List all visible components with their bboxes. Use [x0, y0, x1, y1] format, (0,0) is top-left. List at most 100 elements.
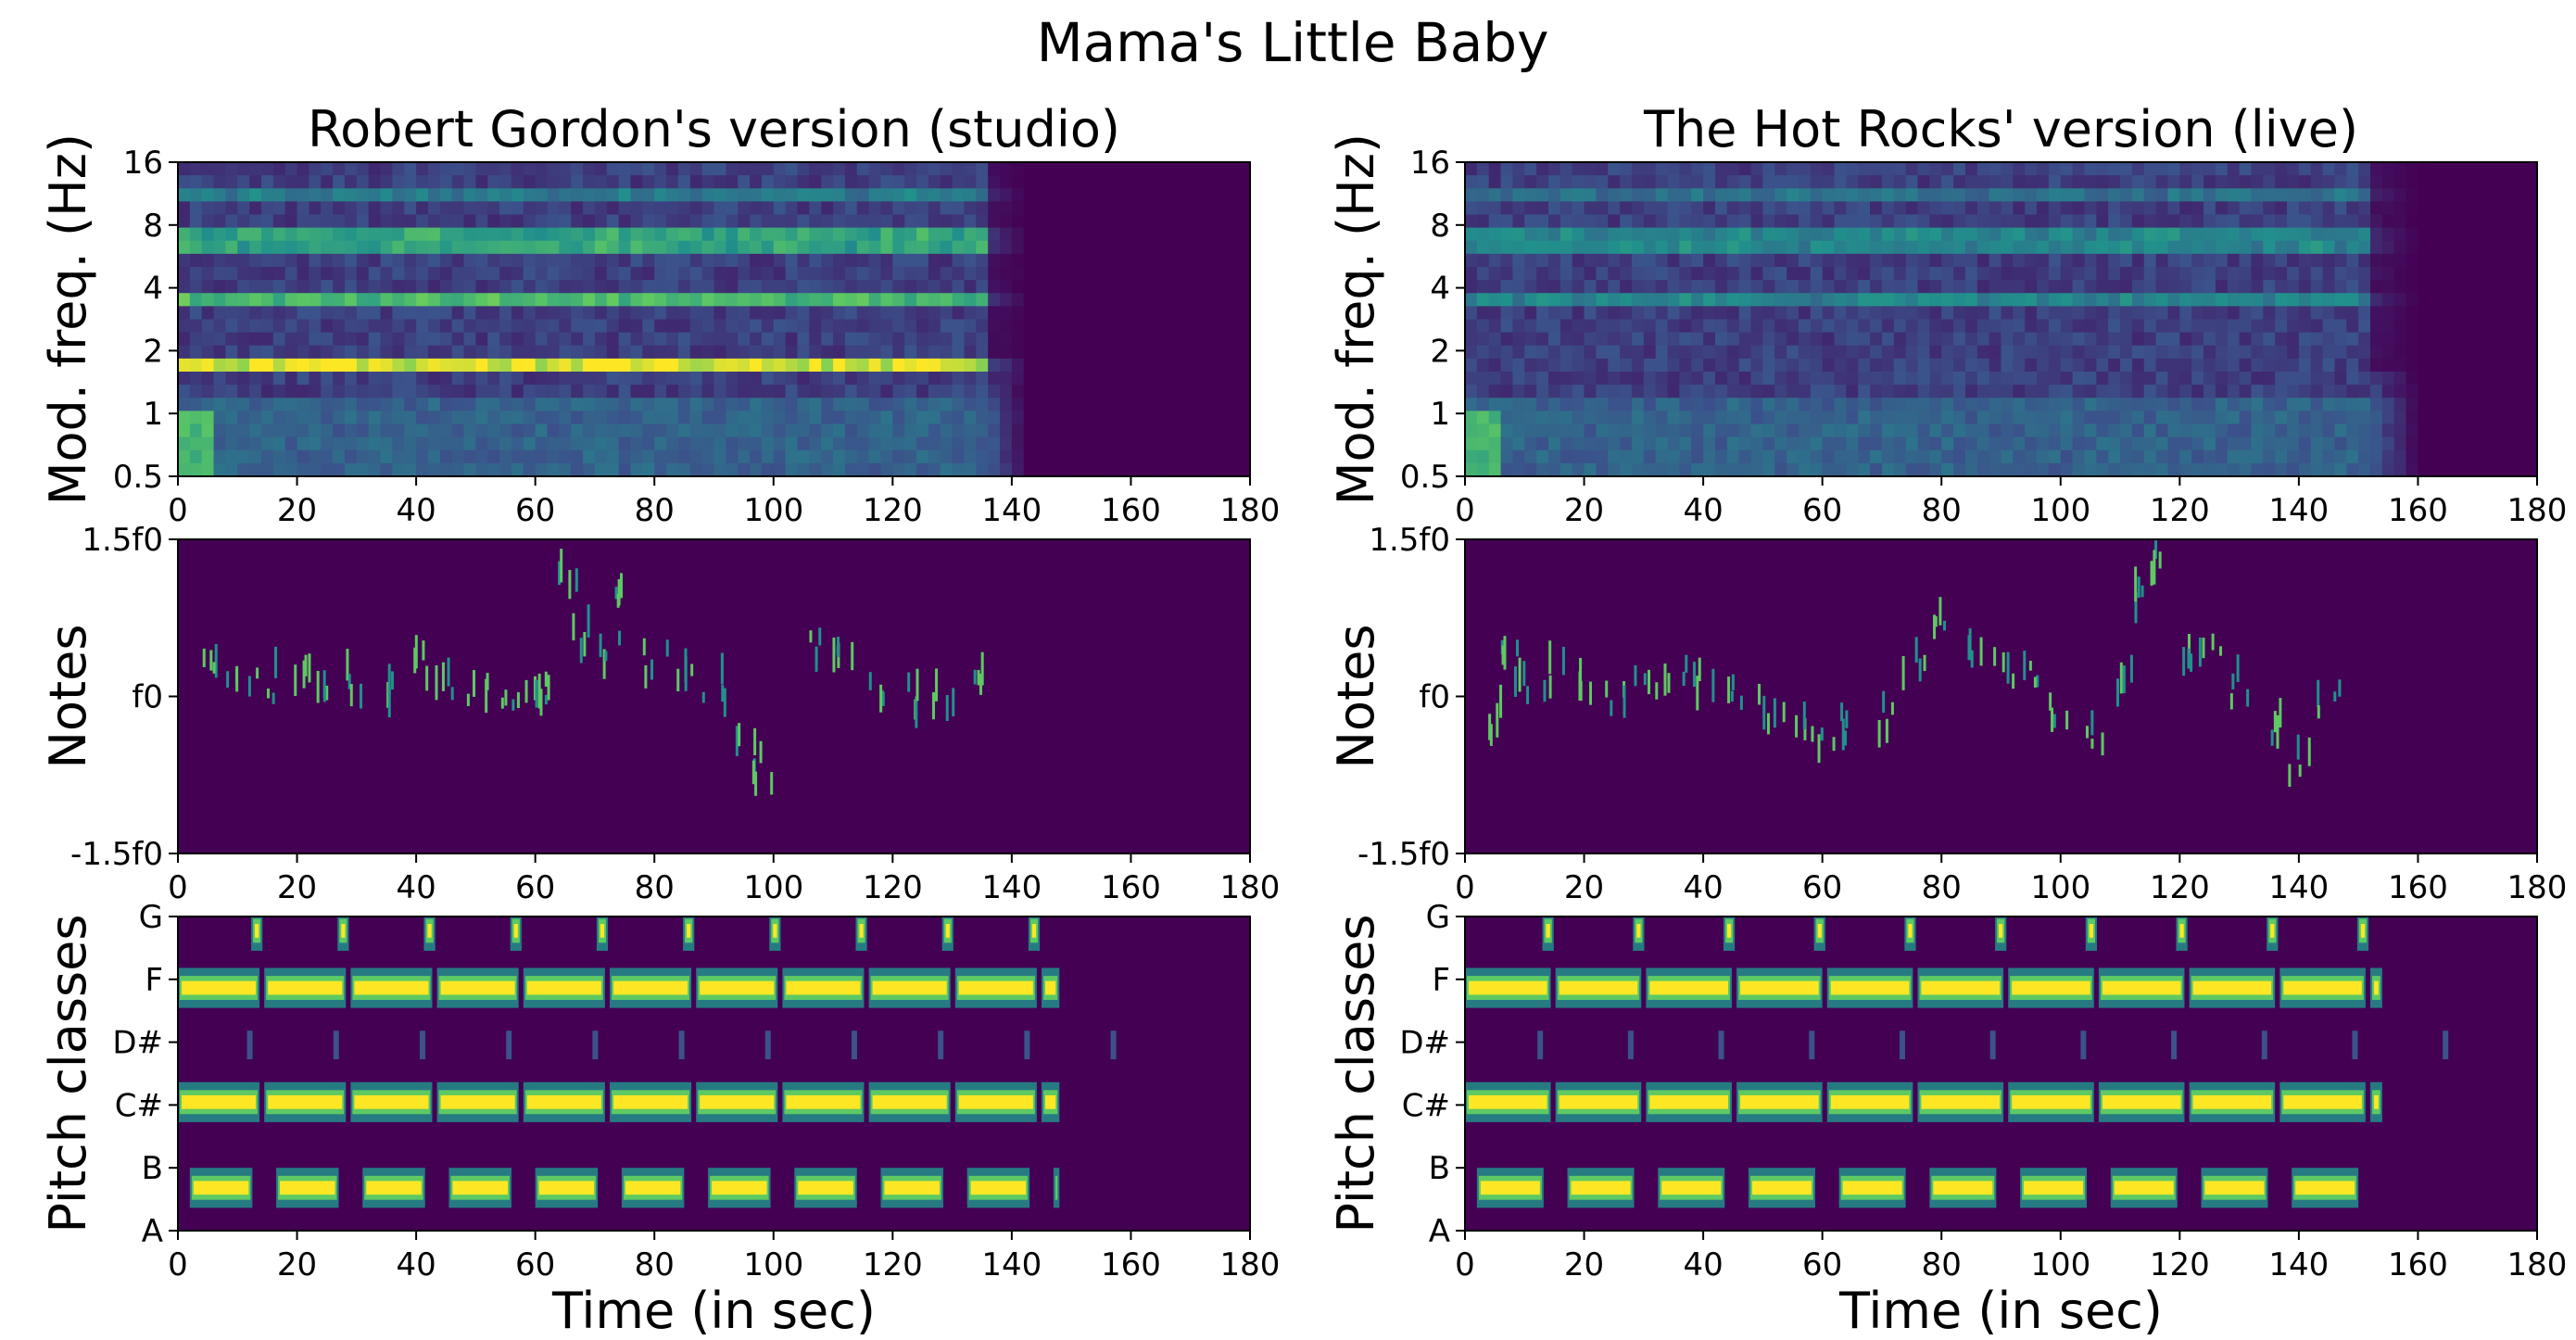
heatmap-cell — [1738, 332, 1752, 347]
heatmap-cell — [1929, 398, 1942, 411]
heatmap-cell — [2215, 214, 2229, 229]
heatmap-cell — [380, 280, 393, 294]
heatmap-cell — [630, 449, 643, 464]
heatmap-cell — [2227, 253, 2241, 268]
heatmap-cell — [1011, 423, 1025, 438]
heatmap-cell — [2025, 280, 2038, 294]
chroma-core — [2089, 924, 2093, 938]
pitch-trace — [2317, 705, 2320, 719]
heatmap-cell — [785, 462, 799, 476]
heatmap-cell — [904, 240, 917, 255]
heatmap-cell — [844, 462, 858, 476]
heatmap-cell — [1620, 462, 1633, 476]
heatmap-cell — [1524, 267, 1537, 281]
heatmap-cell — [880, 227, 893, 242]
heatmap-cell — [1572, 267, 1585, 281]
heatmap-cell — [666, 385, 679, 398]
heatmap-cell — [868, 280, 882, 294]
heatmap-cell — [892, 332, 905, 347]
heatmap-cell — [2025, 267, 2038, 281]
heatmap-cell — [1488, 385, 1502, 398]
heatmap-cell — [1620, 358, 1633, 373]
heatmap-cell — [1596, 345, 1609, 360]
heatmap-cell — [1226, 358, 1239, 373]
heatmap-cell — [1964, 214, 1978, 229]
heatmap-cell — [1130, 175, 1143, 189]
heatmap-cell — [392, 175, 405, 189]
heatmap-cell — [333, 423, 346, 438]
heatmap-cell — [1631, 188, 1645, 202]
heatmap-cell — [2060, 372, 2074, 386]
heatmap-cell — [523, 423, 537, 438]
heatmap-cell — [1846, 214, 1859, 229]
heatmap-cell — [1631, 293, 1645, 307]
heatmap-cell — [2060, 306, 2074, 321]
heatmap-cell — [333, 332, 346, 347]
heatmap-cell — [427, 411, 441, 425]
heatmap-cell — [333, 175, 346, 189]
heatmap-cell — [2179, 253, 2192, 268]
heatmap-cell — [2477, 267, 2491, 281]
y-tick-label: 0.5 — [113, 459, 163, 496]
heatmap-cell — [1667, 267, 1680, 281]
heatmap-cell — [701, 411, 715, 425]
heatmap-cell — [761, 175, 775, 189]
heatmap-cell — [475, 214, 488, 229]
heatmap-cell — [654, 227, 667, 242]
heatmap-cell — [2037, 449, 2050, 464]
heatmap-cell — [1881, 227, 1895, 242]
heatmap-cell — [1238, 227, 1250, 242]
heatmap-cell — [844, 280, 858, 294]
heatmap-cell — [1547, 332, 1561, 347]
heatmap-cell — [2048, 411, 2062, 425]
heatmap-cell — [2215, 411, 2229, 425]
heatmap-cell — [2381, 411, 2395, 425]
heatmap-cell — [1917, 423, 1930, 438]
heatmap-cell — [2513, 436, 2526, 451]
heatmap-cell — [439, 423, 453, 438]
heatmap-cell — [1143, 358, 1155, 373]
heatmap-cell — [1726, 345, 1740, 360]
heatmap-cell — [1035, 385, 1049, 398]
heatmap-cell — [1476, 306, 1490, 321]
heatmap-cell — [1917, 253, 1930, 268]
heatmap-cell — [189, 332, 203, 347]
heatmap-cell — [1822, 162, 1836, 176]
heatmap-cell — [499, 201, 512, 216]
heatmap-cell — [368, 280, 382, 294]
heatmap-cell — [487, 332, 500, 347]
heatmap-cell — [2381, 423, 2395, 438]
heatmap-cell — [964, 227, 977, 242]
heatmap-cell — [892, 398, 905, 411]
heatmap-cell — [583, 227, 596, 242]
heatmap-cell — [237, 449, 250, 464]
heatmap-cell — [750, 175, 763, 189]
heatmap-cell — [1524, 162, 1537, 176]
heatmap-cell — [1596, 358, 1609, 373]
heatmap-cell — [189, 201, 203, 216]
heatmap-cell — [523, 280, 537, 294]
heatmap-cell — [1774, 345, 1787, 360]
heatmap-cell — [2179, 267, 2192, 281]
heatmap-cell — [2037, 188, 2050, 202]
heatmap-cell — [2025, 175, 2038, 189]
heatmap-cell — [392, 398, 405, 411]
heatmap-cell — [213, 398, 227, 411]
heatmap-cell — [606, 214, 620, 229]
heatmap-cell — [1858, 423, 1871, 438]
heatmap-cell — [2060, 411, 2074, 425]
heatmap-cell — [1655, 358, 1669, 373]
heatmap-cell — [2477, 227, 2491, 242]
heatmap-cell — [2001, 423, 2014, 438]
heatmap-cell — [1083, 319, 1096, 334]
heatmap-cell — [773, 358, 787, 373]
pitch-trace — [602, 649, 606, 679]
heatmap-cell — [1083, 358, 1096, 373]
heatmap-cell — [1596, 372, 1609, 386]
heatmap-cell — [1738, 227, 1752, 242]
heatmap-cell — [689, 332, 703, 347]
pitch-trace — [308, 653, 311, 683]
heatmap-cell — [2167, 319, 2180, 334]
heatmap-cell — [773, 423, 787, 438]
heatmap-cell — [272, 319, 286, 334]
